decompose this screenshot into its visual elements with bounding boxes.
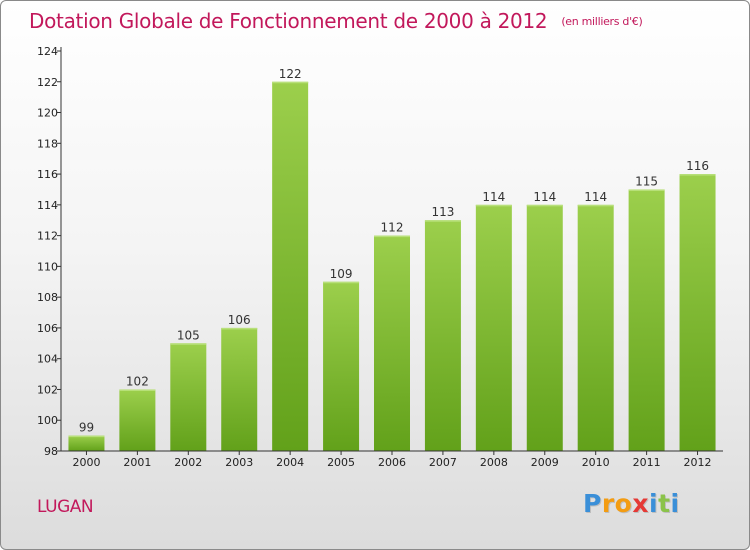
x-tick-label: 2009 (531, 456, 559, 469)
x-tick-label: 2006 (378, 456, 406, 469)
y-tick-label: 100 (37, 414, 58, 427)
data-label: 122 (279, 67, 302, 81)
bar (323, 281, 360, 451)
data-label: 109 (330, 267, 353, 281)
y-tick-label: 108 (37, 291, 58, 304)
title-text: Dotation Globale de Fonctionnement de 20… (29, 9, 548, 33)
x-tick-label: 2008 (480, 456, 508, 469)
chart-subtitle: (en milliers d'€) (561, 15, 643, 28)
bar (679, 174, 716, 452)
logo-letter: i (649, 489, 659, 518)
bar-top-highlight (628, 189, 665, 191)
logo-letter: x (632, 489, 649, 518)
logo-letter: i (670, 489, 680, 518)
data-label: 114 (533, 190, 556, 204)
bar (475, 204, 512, 451)
y-tick-label: 112 (37, 230, 58, 243)
y-tick-label: 110 (37, 260, 58, 273)
y-tick-label: 118 (37, 137, 58, 150)
bar (374, 235, 410, 451)
logo-letter: o (614, 489, 633, 518)
data-label: 99 (79, 421, 94, 435)
data-label: 106 (228, 313, 251, 327)
bar-top-highlight (323, 281, 360, 284)
bar-top-highlight (68, 435, 105, 438)
data-label: 116 (686, 159, 709, 173)
y-tick-label: 104 (37, 353, 58, 366)
x-tick-label: 2010 (582, 456, 610, 469)
logo-letter: r (601, 489, 615, 518)
y-tick-label: 116 (37, 168, 58, 181)
data-label: 112 (381, 221, 404, 235)
x-tick-label: 2000 (72, 456, 100, 469)
logo-letter: t (658, 489, 671, 518)
bar (119, 389, 156, 451)
commune-name: LUGAN (37, 497, 94, 517)
bar-top-highlight (475, 204, 512, 207)
bar (424, 220, 461, 451)
data-label: 114 (584, 190, 607, 204)
bar (170, 343, 207, 451)
bar (272, 81, 309, 452)
bar-top-highlight (374, 235, 410, 238)
x-tick-label: 2011 (633, 456, 661, 469)
y-tick-label: 122 (37, 76, 58, 89)
y-tick-label: 102 (37, 383, 58, 396)
bar-top-highlight (424, 220, 461, 222)
bar-top-highlight (170, 343, 207, 345)
x-tick-label: 2012 (684, 456, 712, 469)
data-label: 113 (431, 205, 454, 219)
bar-top-highlight (577, 204, 614, 207)
bar (221, 327, 258, 451)
y-tick-label: 98 (44, 445, 58, 458)
y-tick-label: 120 (37, 107, 58, 120)
x-tick-label: 2003 (225, 456, 253, 469)
x-tick-label: 2001 (123, 456, 151, 469)
proxiti-logo: Proxiti (583, 489, 680, 518)
bar (526, 204, 563, 451)
logo-letter: P (583, 489, 602, 518)
x-tick-label: 2002 (174, 456, 202, 469)
data-label: 105 (177, 328, 200, 342)
bar (68, 435, 105, 451)
bar-top-highlight (679, 174, 716, 176)
data-label: 114 (482, 190, 505, 204)
bar-top-highlight (119, 389, 156, 391)
y-tick-label: 124 (37, 45, 58, 58)
x-tick-label: 2007 (429, 456, 457, 469)
bar (577, 204, 614, 451)
y-tick-label: 106 (37, 322, 58, 335)
bar-top-highlight (221, 327, 258, 330)
bar (628, 189, 665, 451)
data-label: 102 (126, 374, 149, 388)
data-label: 115 (635, 174, 658, 188)
x-tick-label: 2004 (276, 456, 304, 469)
bar-top-highlight (526, 204, 563, 207)
chart-title: Dotation Globale de Fonctionnement de 20… (29, 9, 643, 33)
y-tick-label: 114 (37, 199, 58, 212)
bar-top-highlight (272, 81, 309, 84)
x-tick-label: 2005 (327, 456, 355, 469)
